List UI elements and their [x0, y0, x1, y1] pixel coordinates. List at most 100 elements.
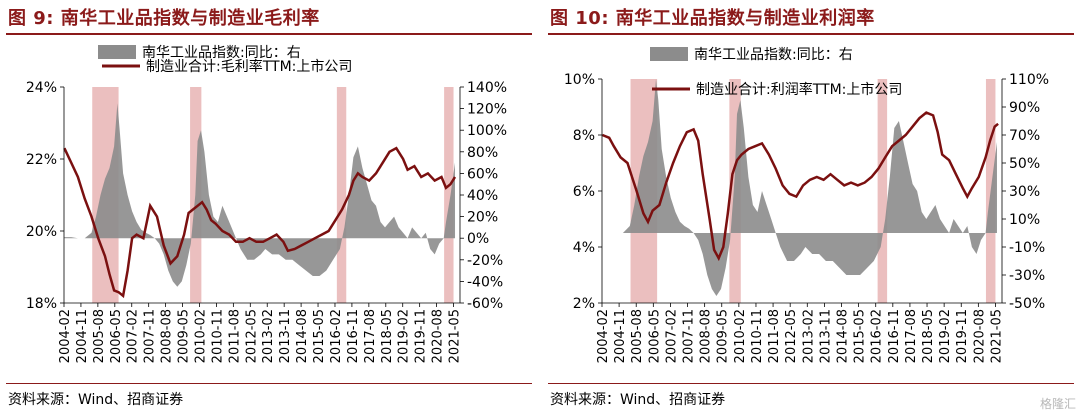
right-tick-label: 110%	[1009, 72, 1049, 88]
chart-2-svg: 2% 4% 6% 8% 10% -50% -30% -10% 10% 30% 50% 70% 90% 11…	[564, 47, 1049, 363]
right-tick-label: 60%	[467, 166, 498, 182]
legend-label-area: 南华工业品指数:同比：右	[142, 45, 301, 61]
line-series-margin	[63, 146, 457, 299]
x-tick-label: 2015-05	[853, 309, 868, 363]
right-tick-label: -20%	[467, 253, 503, 269]
legend-label-area: 南华工业品指数:同比：右	[694, 47, 853, 63]
x-tick-label: 2006-05	[109, 309, 124, 363]
x-tick-label: 2013-11	[278, 309, 293, 363]
x-tick-label: 2010-02	[193, 309, 208, 363]
right-tick-label: -40%	[467, 274, 503, 290]
x-tick-label: 2019-02	[397, 309, 412, 363]
x-tick-label: 2021-05	[448, 309, 463, 363]
shaded-period-4	[444, 87, 454, 303]
right-tick-label: -10%	[1009, 240, 1045, 256]
source-note-1: 资料来源：Wind、招商证券	[8, 392, 184, 408]
left-tick-label: 18%	[26, 296, 57, 312]
legend-swatch-area	[650, 47, 688, 61]
x-tick-label: 2014-08	[295, 309, 310, 363]
left-tick-label: 6%	[573, 184, 595, 200]
right-tick-label: 50%	[1009, 156, 1040, 172]
x-tick-label: 2007-11	[143, 309, 158, 363]
chart-panel-2: 图 10: 南华工业品指数与制造业利润率 2% 4% 6% 8% 10% -50% -30%…	[548, 0, 1078, 416]
right-tick-label: 80%	[467, 145, 498, 161]
right-tick-label: -60%	[467, 296, 503, 312]
shaded-period-3	[877, 79, 888, 303]
title-rule-1	[6, 33, 532, 35]
x-tick-label: 2019-11	[955, 309, 970, 363]
x-tick-label: 2010-02	[733, 309, 748, 363]
source-note-2: 资料来源：Wind、招商证券	[550, 392, 726, 408]
x-tick-label: 2009-05	[177, 309, 192, 363]
legend-label-line: 制造业合计:利润率TTM:上市公司	[696, 81, 902, 98]
x-tick-label: 2011-08	[767, 309, 782, 363]
x-tick-label: 2007-02	[664, 309, 679, 363]
x-tick-label: 2019-11	[414, 309, 429, 363]
x-tick-label: 2013-02	[261, 309, 276, 363]
left-tick-label: 4%	[573, 240, 595, 256]
x-tick-label: 2018-05	[380, 309, 395, 363]
right-tick-label: 20%	[467, 210, 498, 226]
title-rule-2	[548, 33, 1074, 35]
x-tick-label: 2021-05	[989, 309, 1004, 363]
right-tick-label: 10%	[1009, 212, 1040, 228]
x-tick-label: 2016-11	[346, 309, 361, 363]
right-tick-label: 90%	[1009, 100, 1040, 116]
left-tick-label: 22%	[26, 152, 57, 168]
chart-panel-1: 图 9: 南华工业品指数与制造业毛利率 18% 20% 22% 24% -60% -40%…	[6, 0, 536, 416]
source-rule-1	[6, 383, 532, 384]
x-tick-label: 2008-08	[160, 309, 175, 363]
legend-label-line: 制造业合计:毛利率TTM:上市公司	[146, 58, 352, 75]
x-tick-label: 2018-05	[921, 309, 936, 363]
x-tick-label: 2019-02	[938, 309, 953, 363]
x-tick-label: 2015-05	[312, 309, 327, 363]
left-tick-label: 24%	[26, 80, 57, 96]
x-tick-label: 2020-08	[431, 309, 446, 363]
x-tick-label: 2008-08	[699, 309, 714, 363]
x-tick-label: 2007-02	[126, 309, 141, 363]
left-tick-label: 10%	[564, 72, 595, 88]
x-tick-label: 2004-02	[596, 309, 611, 363]
left-tick-label: 20%	[26, 224, 57, 240]
x-tick-label: 2020-08	[972, 309, 987, 363]
x-tick-label: 2017-08	[904, 309, 919, 363]
x-tick-label: 2004-11	[75, 309, 90, 363]
x-tick-label: 2012-05	[244, 309, 259, 363]
x-tick-label: 2013-11	[818, 309, 833, 363]
x-tick-label: 2006-05	[647, 309, 662, 363]
right-tick-label: -50%	[1009, 296, 1045, 312]
area-series-index-yoy	[602, 79, 997, 296]
x-tick-label: 2016-11	[887, 309, 902, 363]
right-tick-label: -30%	[1009, 268, 1045, 284]
x-tick-label: 2005-08	[630, 309, 645, 363]
legend-swatch-area	[98, 45, 136, 59]
x-tick-label: 2012-05	[784, 309, 799, 363]
shaded-period-3	[336, 87, 347, 303]
x-tick-label: 2016-02	[870, 309, 885, 363]
x-tick-label: 2004-11	[613, 309, 628, 363]
right-tick-label: 100%	[467, 123, 507, 139]
x-tick-label: 2010-11	[210, 309, 225, 363]
right-tick-label: 140%	[467, 80, 507, 96]
x-tick-label: 2005-08	[92, 309, 107, 363]
x-tick-label: 2007-11	[682, 309, 697, 363]
area-series-index-yoy	[64, 103, 456, 287]
x-tick-label: 2010-11	[750, 309, 765, 363]
x-tick-label: 2011-08	[227, 309, 242, 363]
watermark-logo: 格隆汇	[1039, 397, 1076, 411]
right-tick-label: 120%	[467, 102, 507, 118]
chart-title-1: 图 9: 南华工业品指数与制造业毛利率	[8, 8, 320, 29]
left-tick-label: 2%	[573, 296, 595, 312]
right-tick-label: 40%	[467, 188, 498, 204]
line-series-margin	[601, 111, 999, 262]
x-tick-label: 2017-08	[363, 309, 378, 363]
left-tick-label: 8%	[573, 128, 595, 144]
x-tick-label: 2009-05	[716, 309, 731, 363]
right-tick-label: 70%	[1009, 128, 1040, 144]
chart-title-2: 图 10: 南华工业品指数与制造业利润率	[550, 8, 875, 29]
x-tick-label: 2013-02	[801, 309, 816, 363]
right-tick-label: 0%	[467, 231, 489, 247]
x-tick-label: 2004-02	[58, 309, 73, 363]
source-rule-2	[548, 383, 1074, 384]
chart-1-svg: 18% 20% 22% 24% -60% -40% -20% 0% 20% 40% 60% 80% 10…	[26, 45, 507, 363]
